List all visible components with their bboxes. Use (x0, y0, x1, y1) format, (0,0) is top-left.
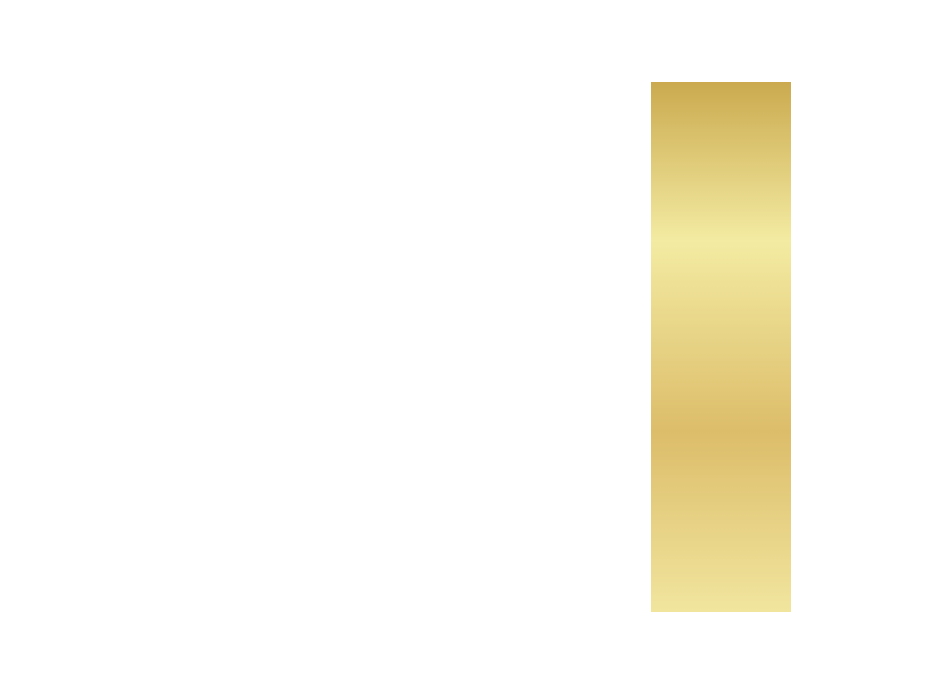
gold-gradient-bar (651, 82, 791, 612)
